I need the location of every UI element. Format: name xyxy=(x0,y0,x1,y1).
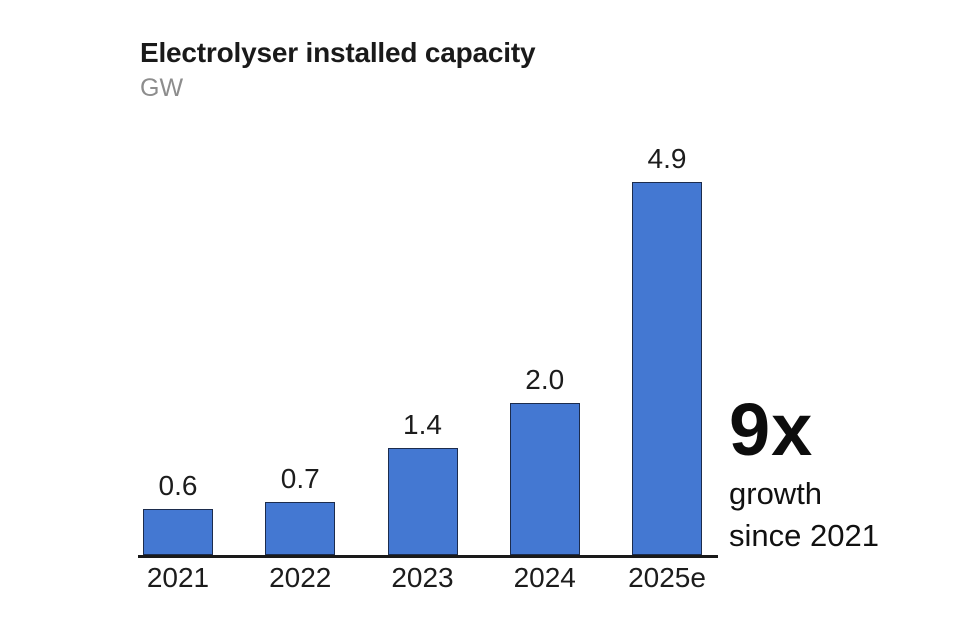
growth-annotation: 9x growth since 2021 xyxy=(729,388,879,557)
bar xyxy=(143,509,213,555)
growth-multiplier: 9x xyxy=(729,388,814,471)
chart-title: Electrolyser installed capacity xyxy=(140,37,536,68)
bars-container: 0.6 0.7 1.4 2.0 4.9 xyxy=(138,119,718,555)
x-axis-label: 2023 xyxy=(391,562,454,593)
bar-value-label: 0.7 xyxy=(280,463,320,494)
bar-group-2022: 0.7 xyxy=(260,465,340,555)
bar-value-label: 2.0 xyxy=(525,364,565,395)
growth-annotation-line1: growth xyxy=(729,476,823,512)
x-axis-label: 2025e xyxy=(628,562,706,593)
bar xyxy=(387,448,458,555)
bar-group-2023: 1.4 xyxy=(383,411,463,555)
chart-header: Electrolyser installed capacity GW xyxy=(140,37,536,102)
bar-group-2021: 0.6 xyxy=(138,472,218,555)
x-axis-labels: 2021 2022 2023 2024 2025e xyxy=(138,562,718,594)
chart-unit-label: GW xyxy=(140,73,184,102)
bar xyxy=(265,502,336,555)
bar-chart-plot-area: 0.6 0.7 1.4 2.0 4.9 2021 2022 2023 2024 2025e xyxy=(138,119,718,594)
bar xyxy=(509,403,580,555)
bar xyxy=(632,182,702,555)
x-axis-label: 2021 xyxy=(146,562,210,593)
x-axis-label: 2024 xyxy=(513,562,576,593)
bar-value-label: 0.6 xyxy=(158,470,198,501)
x-axis-line xyxy=(138,555,718,558)
growth-annotation-line2: since 2021 xyxy=(729,518,879,554)
bar-value-label: 4.9 xyxy=(647,143,687,174)
bar-group-2025e: 4.9 xyxy=(627,145,707,555)
bar-group-2024: 2.0 xyxy=(505,366,585,555)
bar-value-label: 1.4 xyxy=(403,409,442,440)
x-axis-label: 2022 xyxy=(269,562,332,593)
